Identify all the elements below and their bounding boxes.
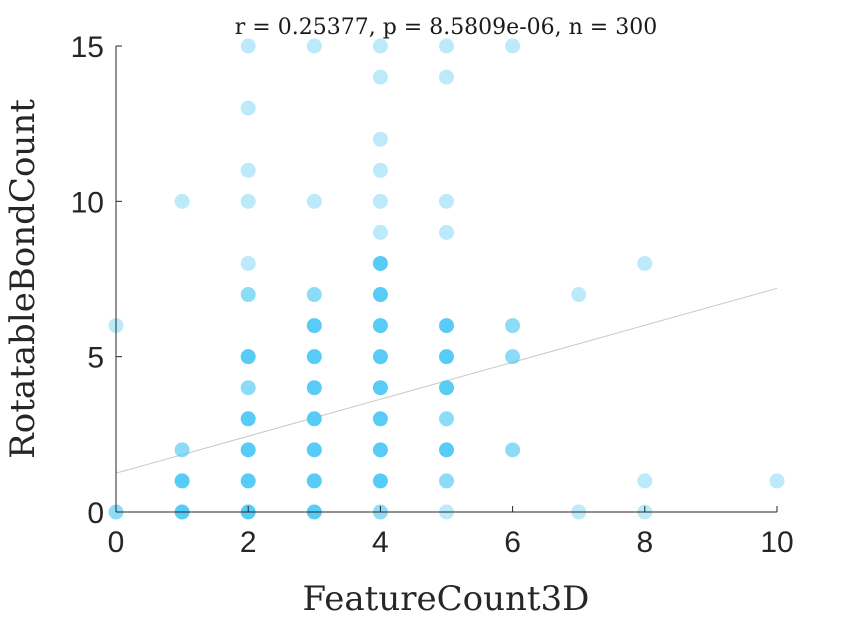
y-axis-label: RotatableBondCount (3, 99, 43, 459)
data-point (505, 318, 521, 334)
data-point (240, 442, 256, 458)
data-point (769, 473, 785, 489)
data-point (372, 224, 388, 240)
y-tick-label: 0 (87, 497, 104, 530)
data-point (306, 411, 322, 427)
data-point (240, 287, 256, 303)
data-point (306, 473, 322, 489)
data-point (306, 380, 322, 396)
ticks: 0 2 4 6 8 10 0 5 10 15 (71, 31, 794, 559)
data-point (174, 473, 190, 489)
data-point (505, 442, 521, 458)
data-point (439, 224, 454, 240)
data-point (372, 162, 388, 178)
x-tick-label: 2 (240, 526, 257, 559)
y-tick-label: 5 (87, 342, 104, 375)
x-tick-label: 6 (504, 526, 521, 559)
data-point (372, 318, 388, 334)
data-point (372, 38, 388, 54)
data-point (306, 287, 322, 303)
x-tick-label: 4 (372, 526, 389, 559)
data-point (306, 349, 322, 365)
data-point (240, 255, 256, 271)
data-point (505, 349, 521, 365)
data-point (439, 38, 454, 54)
data-point (372, 131, 388, 147)
data-point (240, 349, 256, 365)
data-point (439, 473, 454, 489)
data-point (174, 442, 190, 458)
axes (115, 46, 777, 513)
x-tick-label: 0 (108, 526, 125, 559)
data-point (505, 38, 521, 54)
data-point (372, 380, 388, 396)
data-point (372, 255, 388, 271)
data-point (240, 380, 256, 396)
chart-title: r = 0.25377, p = 8.5809e-06, n = 300 (235, 15, 657, 40)
data-point (240, 411, 256, 427)
data-point (306, 318, 322, 334)
x-tick-label: 10 (760, 526, 793, 559)
data-point (372, 442, 388, 458)
data-point (174, 193, 190, 209)
data-point (439, 380, 454, 396)
data-point (372, 473, 388, 489)
y-tick-label: 15 (71, 31, 104, 64)
data-point (439, 69, 454, 85)
data-point (372, 287, 388, 303)
data-point (240, 38, 256, 54)
data-point (439, 442, 454, 458)
data-point (306, 38, 322, 54)
data-point (439, 411, 454, 427)
data-point (240, 162, 256, 178)
data-point (240, 193, 256, 209)
data-point (240, 473, 256, 489)
data-point (306, 193, 322, 209)
data-point (439, 349, 454, 365)
data-point (637, 473, 653, 489)
data-point (571, 287, 587, 303)
y-tick-label: 10 (71, 186, 104, 219)
x-axis-label: FeatureCount3D (303, 579, 590, 619)
data-point (439, 318, 454, 334)
data-point (372, 349, 388, 365)
x-tick-label: 8 (636, 526, 653, 559)
data-point (439, 193, 454, 209)
data-point (637, 255, 653, 271)
data-point (306, 442, 322, 458)
data-point (372, 193, 388, 209)
data-point (372, 411, 388, 427)
data-point (372, 69, 388, 85)
data-point (240, 100, 256, 116)
